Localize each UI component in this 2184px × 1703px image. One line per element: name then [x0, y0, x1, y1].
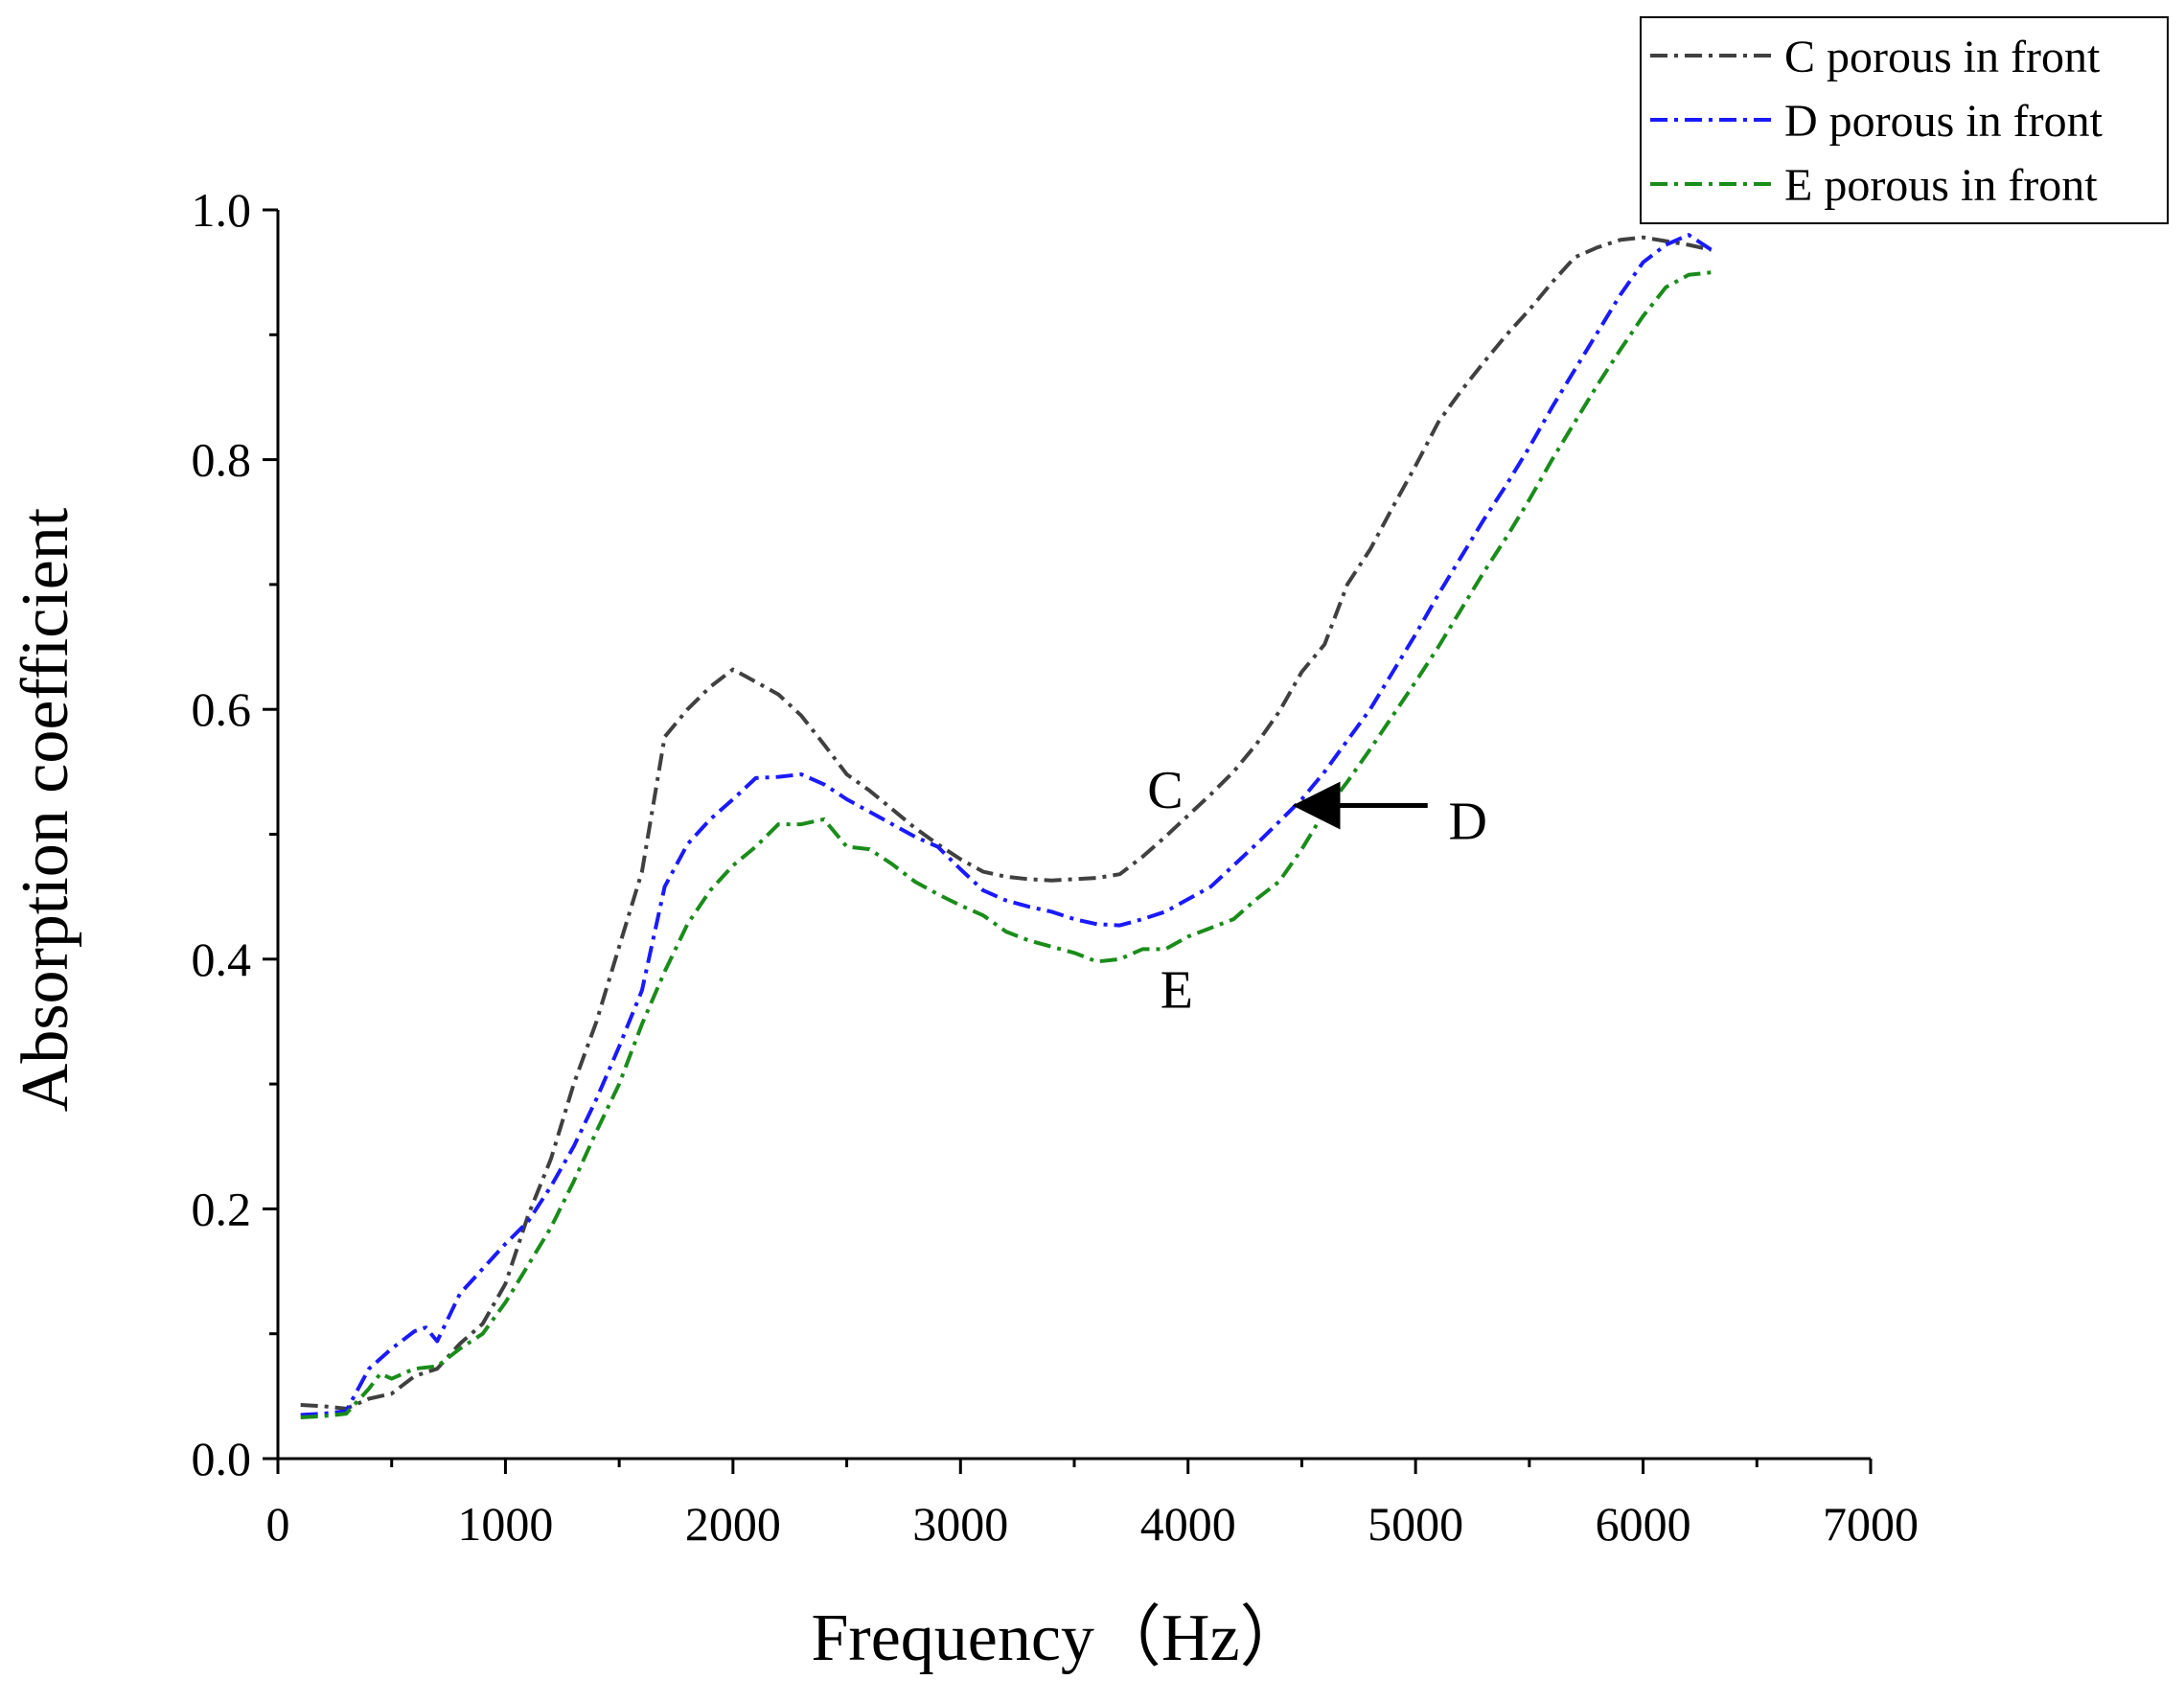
series-line-c [300, 235, 1713, 1411]
annotation-label-e: E [1161, 960, 1193, 1020]
legend-label: E porous in front [1784, 160, 2098, 211]
plot-area [300, 233, 1713, 1419]
annotation-label-c: C [1147, 761, 1183, 820]
x-tick-label: 1000 [457, 1497, 553, 1551]
legend: C porous in front D porous in front E poro… [1640, 16, 2169, 224]
x-tick-label: 0 [266, 1497, 290, 1551]
y-axis-title: Absorption coefficient [9, 507, 82, 1112]
axes: 0 1000 2000 3000 4000 5000 6000 7000 0.0 0.2 0.4 0.… [192, 183, 1920, 1551]
annotation-label-d: D [1449, 792, 1487, 851]
annotations: C D E [1147, 761, 1487, 1020]
x-tick-label: 2000 [685, 1497, 781, 1551]
y-tick-label: 0.8 [192, 433, 252, 487]
y-tick-label: 0.2 [192, 1182, 252, 1235]
series-line-d [300, 233, 1713, 1417]
x-tick-label: 5000 [1368, 1497, 1463, 1551]
x-tick-label: 7000 [1823, 1497, 1919, 1551]
x-axis-title: Frequency（Hz） [811, 1601, 1306, 1675]
x-tick-label: 6000 [1596, 1497, 1691, 1551]
x-tick-label: 3000 [912, 1497, 1008, 1551]
legend-label: D porous in front [1784, 96, 2104, 147]
legend-label: C porous in front [1784, 32, 2101, 82]
y-tick-label: 0.0 [192, 1432, 252, 1485]
x-tick-label: 4000 [1140, 1497, 1236, 1551]
series-line-e [300, 270, 1713, 1419]
y-tick-label: 1.0 [192, 183, 252, 237]
y-tick-label: 0.4 [192, 932, 252, 986]
y-tick-label: 0.6 [192, 682, 252, 736]
